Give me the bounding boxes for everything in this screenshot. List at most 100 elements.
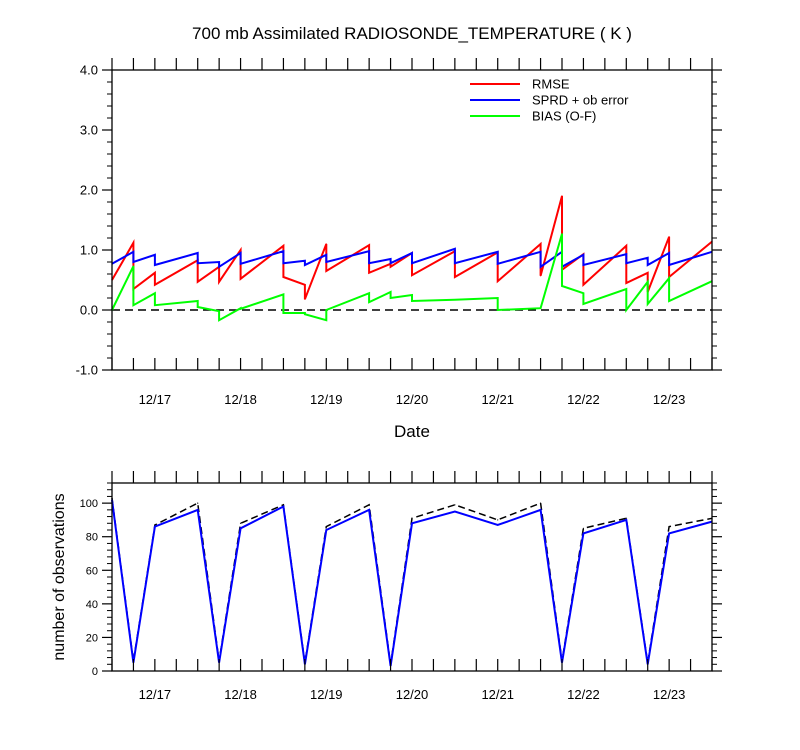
point-sprd-ob-error: [647, 264, 649, 266]
point-bias-o-f: [218, 310, 220, 312]
y-axis-label-observations: number of observations: [51, 493, 68, 660]
point-possible-observations: [497, 519, 499, 521]
x-tick-label: 12/23: [653, 687, 686, 702]
point-sprd-ob-error: [582, 254, 585, 256]
point-rmse: [668, 236, 670, 238]
point-bias-o-f: [368, 301, 370, 303]
y-tick-label: 0: [92, 666, 98, 678]
point-rmse: [282, 276, 285, 278]
point-bias-o-f: [368, 292, 370, 294]
point-sprd-ob-error: [239, 252, 242, 254]
point-rmse: [154, 284, 156, 286]
point-sprd-ob-error: [411, 252, 413, 254]
point-rmse: [647, 272, 649, 274]
point-possible-observations: [582, 527, 585, 529]
point-possible-observations: [625, 517, 627, 519]
x-tick-label: 12/22: [567, 392, 600, 407]
point-sprd-ob-error: [282, 250, 285, 252]
point-possible-observations: [539, 502, 542, 504]
point-bias-o-f: [497, 297, 499, 299]
point-possible-observations: [368, 504, 370, 506]
point-possible-observations: [668, 526, 670, 528]
point-bias-o-f: [197, 306, 199, 308]
x-tick-label: 12/19: [310, 392, 343, 407]
y-tick-label: 3.0: [80, 123, 98, 138]
point-rmse: [539, 275, 542, 277]
point-rmse: [625, 245, 627, 247]
point-bias-o-f: [304, 312, 306, 314]
point-sprd-ob-error: [539, 251, 542, 253]
point-sprd-ob-error: [497, 251, 499, 253]
point-possible-observations: [239, 522, 242, 524]
y-tick-label: 80: [86, 532, 98, 544]
point-bias-o-f: [561, 285, 563, 287]
point-sprd-ob-error: [197, 252, 199, 254]
x-tick-label: 12/18: [224, 687, 257, 702]
point-bias-o-f: [154, 304, 156, 306]
point-rmse: [582, 284, 585, 286]
series-line-sprd-ob-error: [111, 247, 713, 269]
x-tick-label: 12/17: [139, 392, 172, 407]
point-rmse: [539, 243, 542, 245]
y-tick-label: 0.0: [80, 303, 98, 318]
point-sprd-ob-error: [154, 264, 156, 266]
point-rmse: [561, 195, 563, 197]
point-assimilated-observations: [582, 532, 585, 534]
point-bias-o-f: [304, 313, 306, 315]
point-sprd-ob-error: [282, 262, 285, 264]
point-bias-o-f: [454, 299, 456, 301]
point-assimilated-observations: [625, 519, 627, 521]
point-bias-o-f: [411, 300, 413, 302]
point-assimilated-observations: [368, 509, 370, 511]
x-tick-label: 12/22: [567, 687, 600, 702]
point-bias-o-f: [561, 233, 563, 235]
point-sprd-ob-error: [325, 261, 327, 263]
y-tick-label: 40: [86, 599, 98, 611]
point-bias-o-f: [625, 288, 627, 290]
point-bias-o-f: [282, 293, 285, 295]
x-tick-label: 12/20: [396, 687, 429, 702]
point-bias-o-f: [668, 300, 670, 302]
point-bias-o-f: [582, 303, 585, 305]
point-sprd-ob-error: [411, 262, 413, 264]
point-sprd-ob-error: [154, 254, 156, 256]
point-sprd-ob-error: [368, 250, 370, 252]
point-rmse: [197, 281, 199, 283]
point-bias-o-f: [625, 309, 627, 311]
series-line-bias-o-f: [111, 233, 713, 322]
legend-label-rmse: RMSE: [532, 77, 570, 92]
point-rmse: [625, 282, 627, 284]
point-possible-observations: [154, 524, 156, 526]
point-bias-o-f: [539, 307, 542, 309]
point-sprd-ob-error: [304, 264, 306, 266]
point-possible-observations: [454, 504, 456, 506]
legend-label-bias-o-f: BIAS (O-F): [532, 109, 596, 124]
point-assimilated-observations: [497, 524, 499, 526]
point-assimilated-observations: [325, 529, 327, 531]
y-tick-label: 100: [80, 498, 98, 510]
top-chart-panel: 700 mb Assimilated RADIOSONDE_TEMPERATUR…: [76, 24, 722, 441]
x-tick-label: 12/19: [310, 687, 343, 702]
point-sprd-ob-error: [668, 252, 670, 254]
x-tick-label: 12/20: [396, 392, 429, 407]
series-line-assimilated-observations: [111, 499, 713, 667]
point-sprd-ob-error: [197, 262, 199, 264]
point-bias-o-f: [668, 277, 670, 279]
point-bias-o-f: [218, 319, 220, 321]
point-possible-observations: [411, 517, 413, 519]
x-tick-label: 12/21: [481, 392, 514, 407]
point-sprd-ob-error: [239, 263, 242, 265]
point-assimilated-observations: [282, 505, 285, 508]
x-tick-label: 12/23: [653, 392, 686, 407]
point-rmse: [282, 245, 285, 247]
point-rmse: [239, 278, 242, 280]
point-sprd-ob-error: [647, 257, 649, 259]
top-plot-frame: [111, 69, 713, 371]
point-assimilated-observations: [539, 509, 542, 511]
point-bias-o-f: [497, 309, 499, 311]
point-sprd-ob-error: [668, 264, 670, 266]
point-sprd-ob-error: [132, 261, 135, 263]
point-rmse: [325, 243, 327, 245]
point-rmse: [132, 242, 135, 244]
